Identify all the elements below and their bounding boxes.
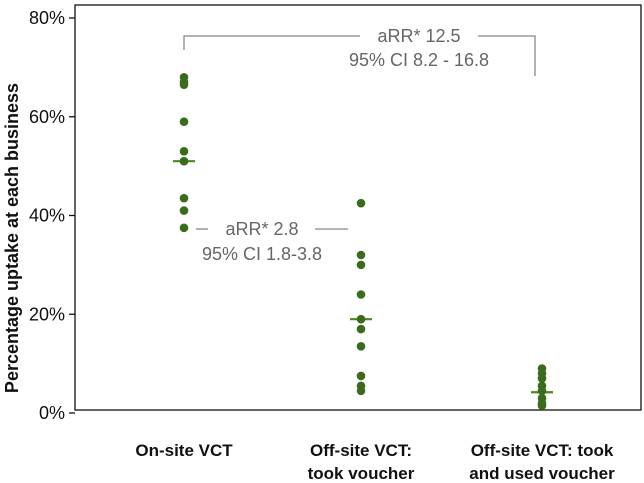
data-point xyxy=(356,324,366,334)
data-point xyxy=(537,386,547,396)
data-point xyxy=(537,374,547,383)
data-point xyxy=(356,371,366,381)
y-tick-label: 60% xyxy=(29,107,65,127)
data-point xyxy=(179,223,189,233)
data-point xyxy=(179,156,189,166)
category-label: took voucher xyxy=(308,464,415,483)
y-tick-label: 80% xyxy=(29,8,65,28)
bracket-left-arm-1 xyxy=(183,35,360,50)
annotation-2-line-2: 95% CI 1.8-3.8 xyxy=(202,244,322,264)
data-point xyxy=(356,290,366,299)
data-point xyxy=(179,147,189,156)
y-tick-label: 0% xyxy=(39,403,65,423)
plot-frame xyxy=(74,4,642,411)
category-label: Off-site VCT: xyxy=(310,441,412,460)
y-tick-label: 20% xyxy=(29,304,65,324)
category-label: Off-site VCT: took xyxy=(471,441,614,460)
data-point xyxy=(179,206,189,215)
data-point xyxy=(356,260,366,270)
data-marks xyxy=(173,72,553,410)
bracket-right-arm-1 xyxy=(478,35,536,76)
annotation-2-line-1: aRR* 2.8 xyxy=(225,219,298,239)
data-point xyxy=(537,401,547,410)
comparison-brackets: aRR* 12.5 95% CI 8.2 - 16.8 aRR* 2.8 95%… xyxy=(183,26,536,264)
axes xyxy=(74,4,642,411)
category-labels: On-site VCT Off-site VCT: took voucher Off-… xyxy=(135,441,615,483)
category-label: On-site VCT xyxy=(135,441,233,460)
annotation-1-line-1: aRR* 12.5 xyxy=(377,26,460,46)
data-point xyxy=(179,80,189,89)
data-point xyxy=(356,250,366,260)
data-point xyxy=(356,386,366,396)
data-point xyxy=(356,198,366,208)
data-point xyxy=(356,342,366,351)
data-point xyxy=(356,314,366,324)
annotation-1-line-2: 95% CI 8.2 - 16.8 xyxy=(349,50,489,70)
y-axis-ticks: 0% 20% 40% 60% 80% xyxy=(29,8,75,423)
data-point xyxy=(179,117,189,126)
y-tick-label: 40% xyxy=(29,206,65,226)
data-point xyxy=(179,193,189,203)
y-axis-label: Percentage uptake at each business xyxy=(2,83,22,393)
category-label: and used voucher xyxy=(469,464,615,483)
